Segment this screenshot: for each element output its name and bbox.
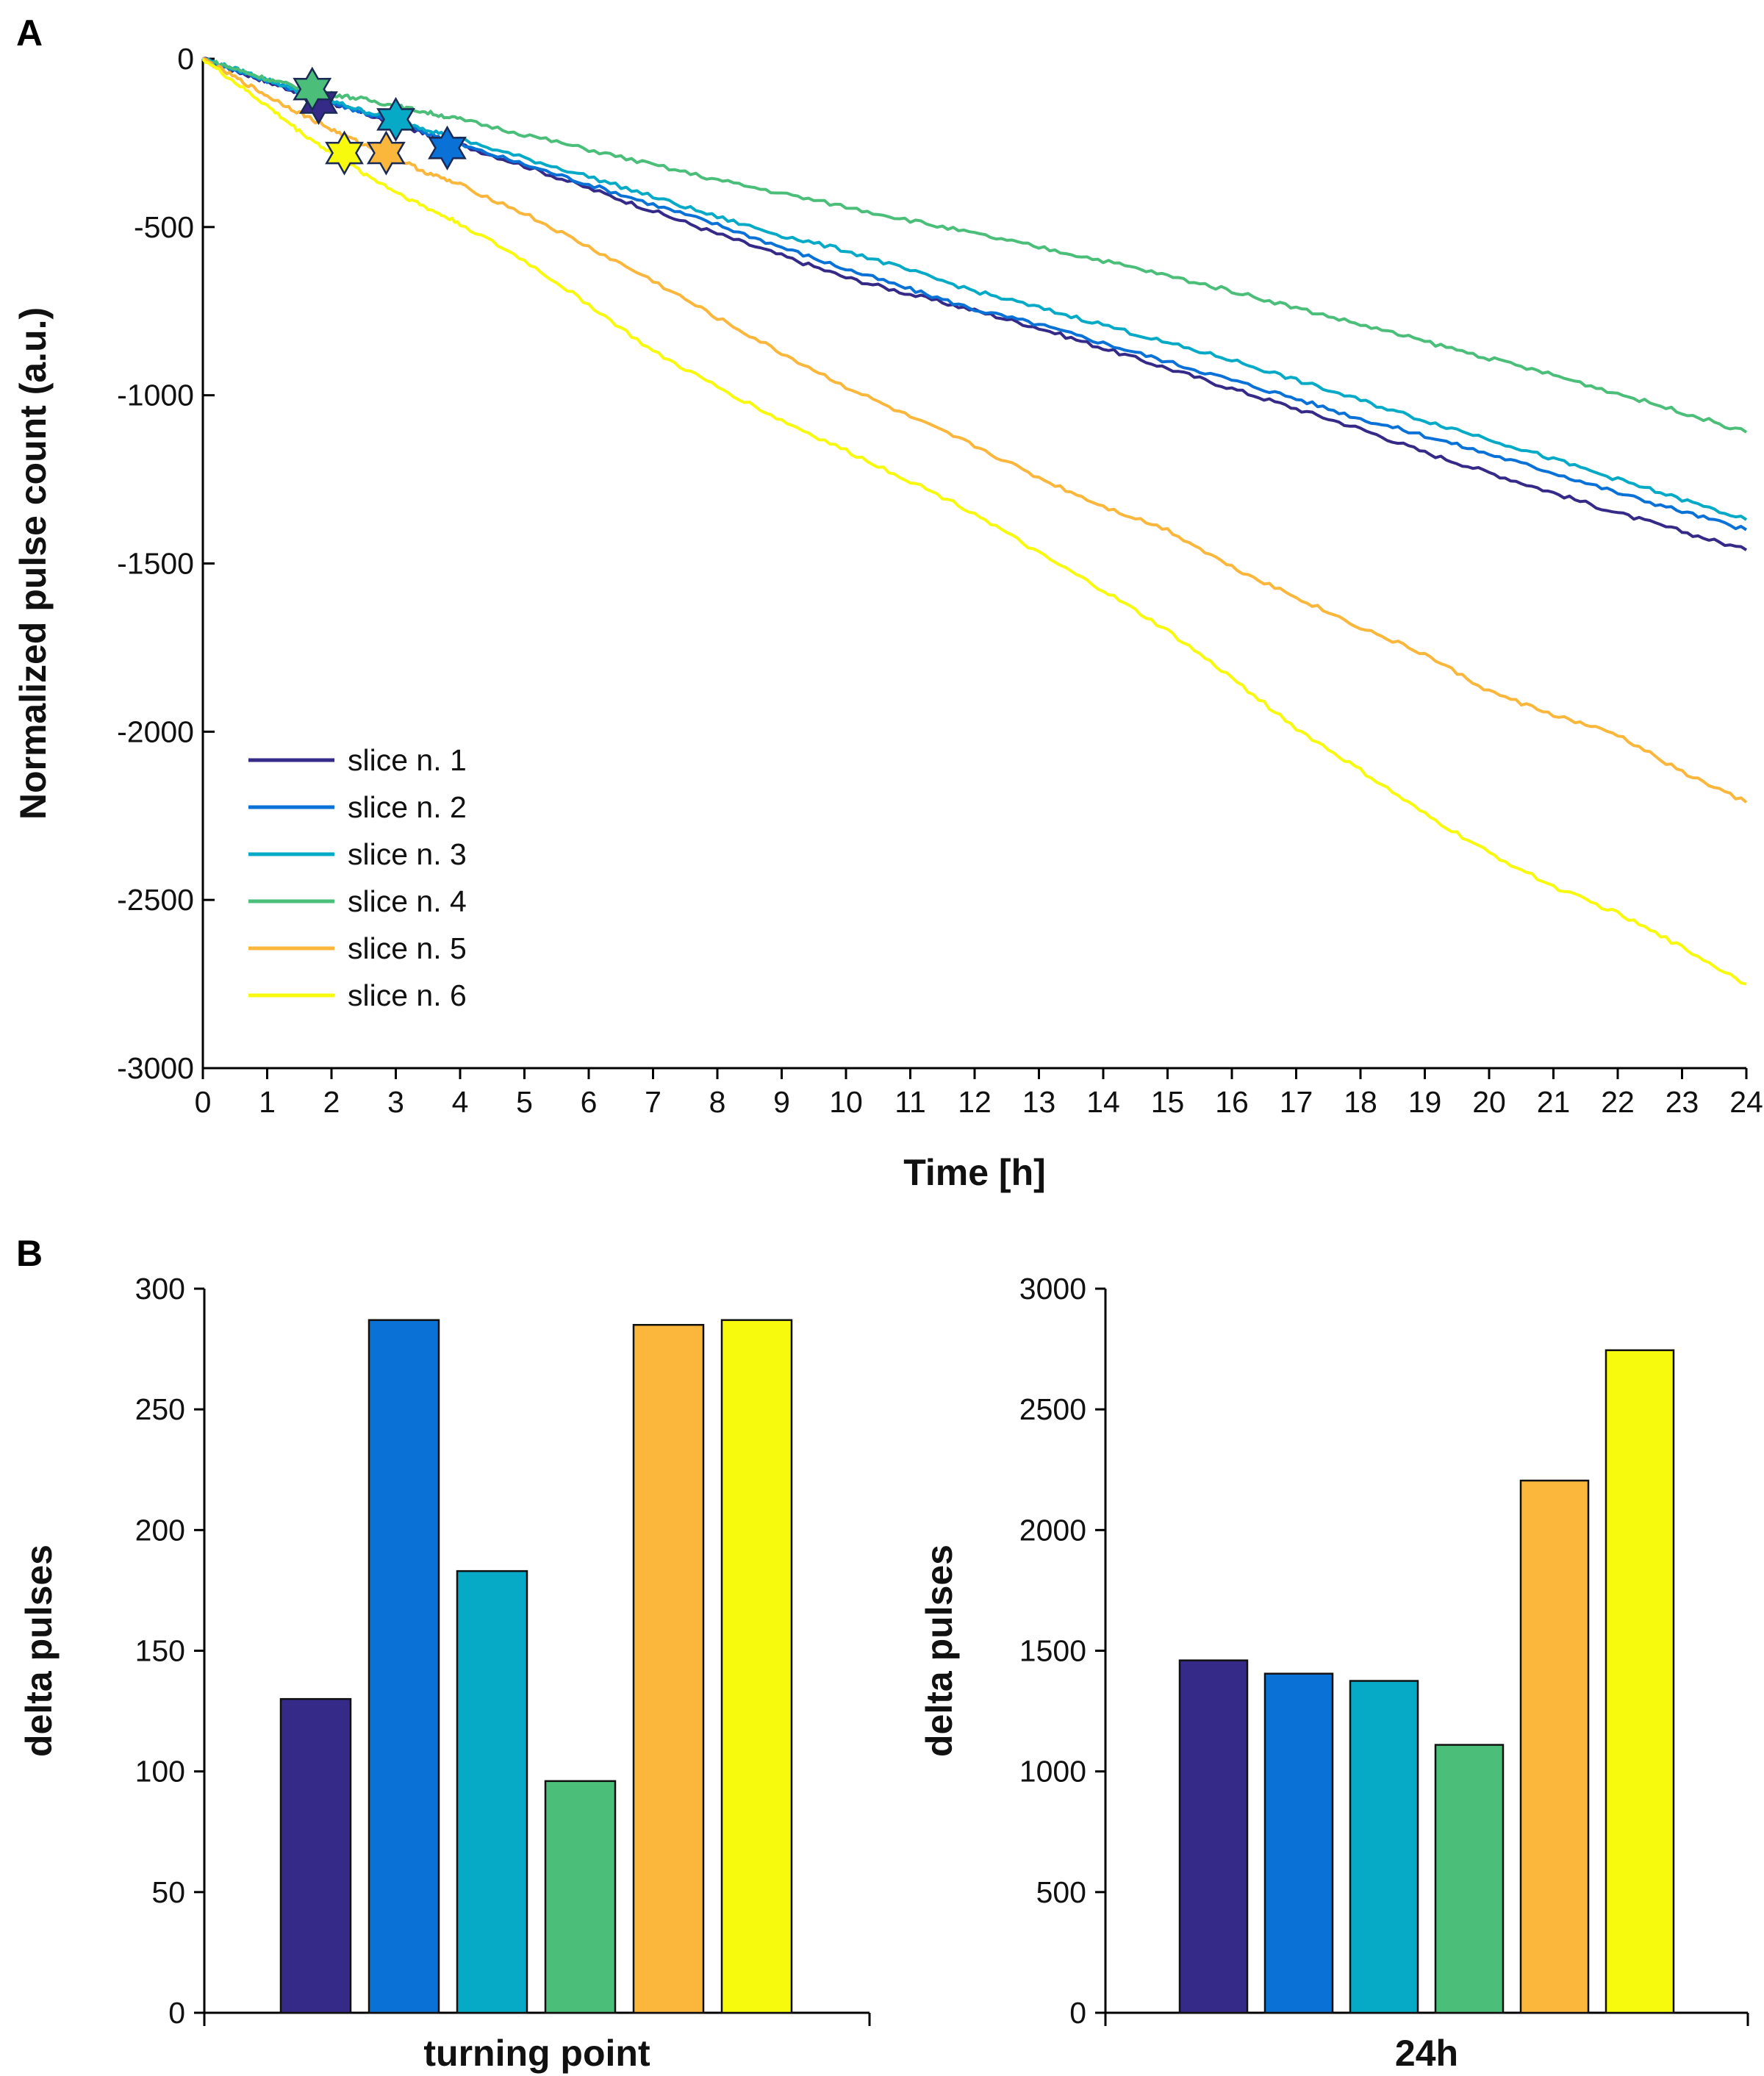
x-tick-label: 14 — [1086, 1085, 1120, 1119]
turning-point-marker-slice-5 — [366, 130, 406, 176]
x-tick-label: 22 — [1601, 1085, 1635, 1119]
x-tick-label: 9 — [773, 1085, 790, 1119]
bar-slice-n-5 — [632, 1324, 705, 2014]
y-tick-label: 500 — [1036, 1875, 1086, 1909]
y-tick-label: 250 — [135, 1392, 185, 1426]
y-tick-label: -1500 — [117, 547, 194, 581]
bar-chart-turning-point: 0 50 100 150 200 250 300 turning point delta pul… — [18, 1272, 871, 2074]
turning-point-marker-slice-2 — [428, 125, 467, 171]
turning-point-marker-slice-4 — [293, 66, 332, 112]
bar-chart-24h: 0 500 1000 1500 2000 2500 3000 24h delta pulses — [919, 1272, 1749, 2074]
x-tick-label: 12 — [958, 1085, 992, 1119]
y-tick-label: -3000 — [117, 1051, 194, 1085]
bar-slice-n-2 — [368, 1319, 440, 2014]
legend-label: slice n. 4 — [348, 884, 467, 918]
series-line-slice-2 — [201, 57, 1748, 531]
series-line-slice-4 — [202, 57, 1748, 434]
y-tick-label: 100 — [135, 1755, 185, 1789]
legend-label: slice n. 3 — [348, 837, 467, 871]
x-axis-title: Time [h] — [903, 1152, 1046, 1193]
legend-label: slice n. 5 — [348, 931, 467, 965]
y-tick-label: 0 — [177, 42, 194, 76]
x-tick-label: 0 — [195, 1085, 212, 1119]
bar-slice-n-3 — [456, 1569, 528, 2014]
panel-label-b: B — [16, 1233, 43, 1274]
x-tick-label: 8 — [709, 1085, 726, 1119]
x-tick-label: 16 — [1215, 1085, 1249, 1119]
turning-point-marker-slice-3 — [376, 96, 415, 142]
legend-label: slice n. 6 — [348, 978, 467, 1012]
x-tick-label: 7 — [645, 1085, 662, 1119]
x-tick-label: 11 — [894, 1085, 926, 1119]
series-line-slice-5 — [202, 57, 1748, 803]
x-tick-label: 4 — [452, 1085, 469, 1119]
y-axis-title: delta pulses — [919, 1545, 960, 1757]
x-tick-label: 24 — [1729, 1085, 1763, 1119]
bar-slice-n-1 — [1178, 1659, 1249, 2014]
y-tick-label: -2500 — [117, 883, 194, 917]
x-tick-label: 18 — [1344, 1085, 1377, 1119]
x-axis-title: turning point — [423, 2033, 650, 2074]
y-tick-label: 200 — [135, 1513, 185, 1547]
y-tick-label: 50 — [151, 1875, 185, 1909]
bar-slice-n-6 — [1605, 1349, 1675, 2014]
y-tick-label: -2000 — [117, 715, 194, 748]
x-tick-label: 19 — [1408, 1085, 1442, 1119]
x-tick-label: 1 — [259, 1085, 276, 1119]
x-tick-label: 21 — [1537, 1085, 1571, 1119]
bar-slice-n-1 — [279, 1697, 352, 2014]
y-axis-title: Normalized pulse count (a.u.) — [12, 307, 54, 820]
y-axis-title: delta pulses — [18, 1545, 60, 1757]
y-tick-label: 1500 — [1019, 1634, 1086, 1668]
legend-label: slice n. 2 — [348, 790, 467, 824]
y-tick-label: 1000 — [1019, 1755, 1086, 1789]
y-tick-label: -1000 — [117, 379, 194, 412]
y-tick-label: -500 — [134, 210, 194, 244]
x-tick-label: 13 — [1022, 1085, 1056, 1119]
x-tick-label: 6 — [581, 1085, 598, 1119]
series-line-slice-3 — [202, 57, 1748, 521]
y-tick-label: 0 — [168, 1996, 185, 2030]
y-tick-label: 3000 — [1019, 1272, 1086, 1306]
x-tick-label: 5 — [516, 1085, 533, 1119]
x-tick-label: 2 — [323, 1085, 340, 1119]
y-tick-label: 2500 — [1019, 1392, 1086, 1426]
y-tick-label: 300 — [135, 1272, 185, 1306]
bar-slice-n-6 — [720, 1319, 793, 2014]
turning-point-marker-slice-6 — [325, 130, 364, 176]
bar-slice-n-4 — [544, 1780, 617, 2014]
y-tick-label: 2000 — [1019, 1513, 1086, 1547]
legend-label: slice n. 1 — [348, 743, 467, 777]
bar-slice-n-4 — [1434, 1744, 1505, 2014]
y-tick-label: 150 — [135, 1634, 185, 1668]
bar-slice-n-2 — [1263, 1672, 1334, 2014]
bar-slice-n-3 — [1349, 1680, 1419, 2014]
x-axis-title: 24h — [1395, 2033, 1458, 2074]
panel-label-a: A — [16, 12, 43, 54]
x-tick-label: 10 — [829, 1085, 863, 1119]
series-line-slice-6 — [201, 57, 1747, 986]
bar-slice-n-5 — [1519, 1479, 1590, 2014]
x-tick-label: 20 — [1472, 1085, 1506, 1119]
x-tick-label: 17 — [1280, 1085, 1313, 1119]
x-tick-label: 15 — [1151, 1085, 1185, 1119]
y-tick-label: 0 — [1069, 1996, 1086, 2030]
x-tick-label: 3 — [387, 1085, 404, 1119]
x-tick-label: 23 — [1666, 1085, 1699, 1119]
